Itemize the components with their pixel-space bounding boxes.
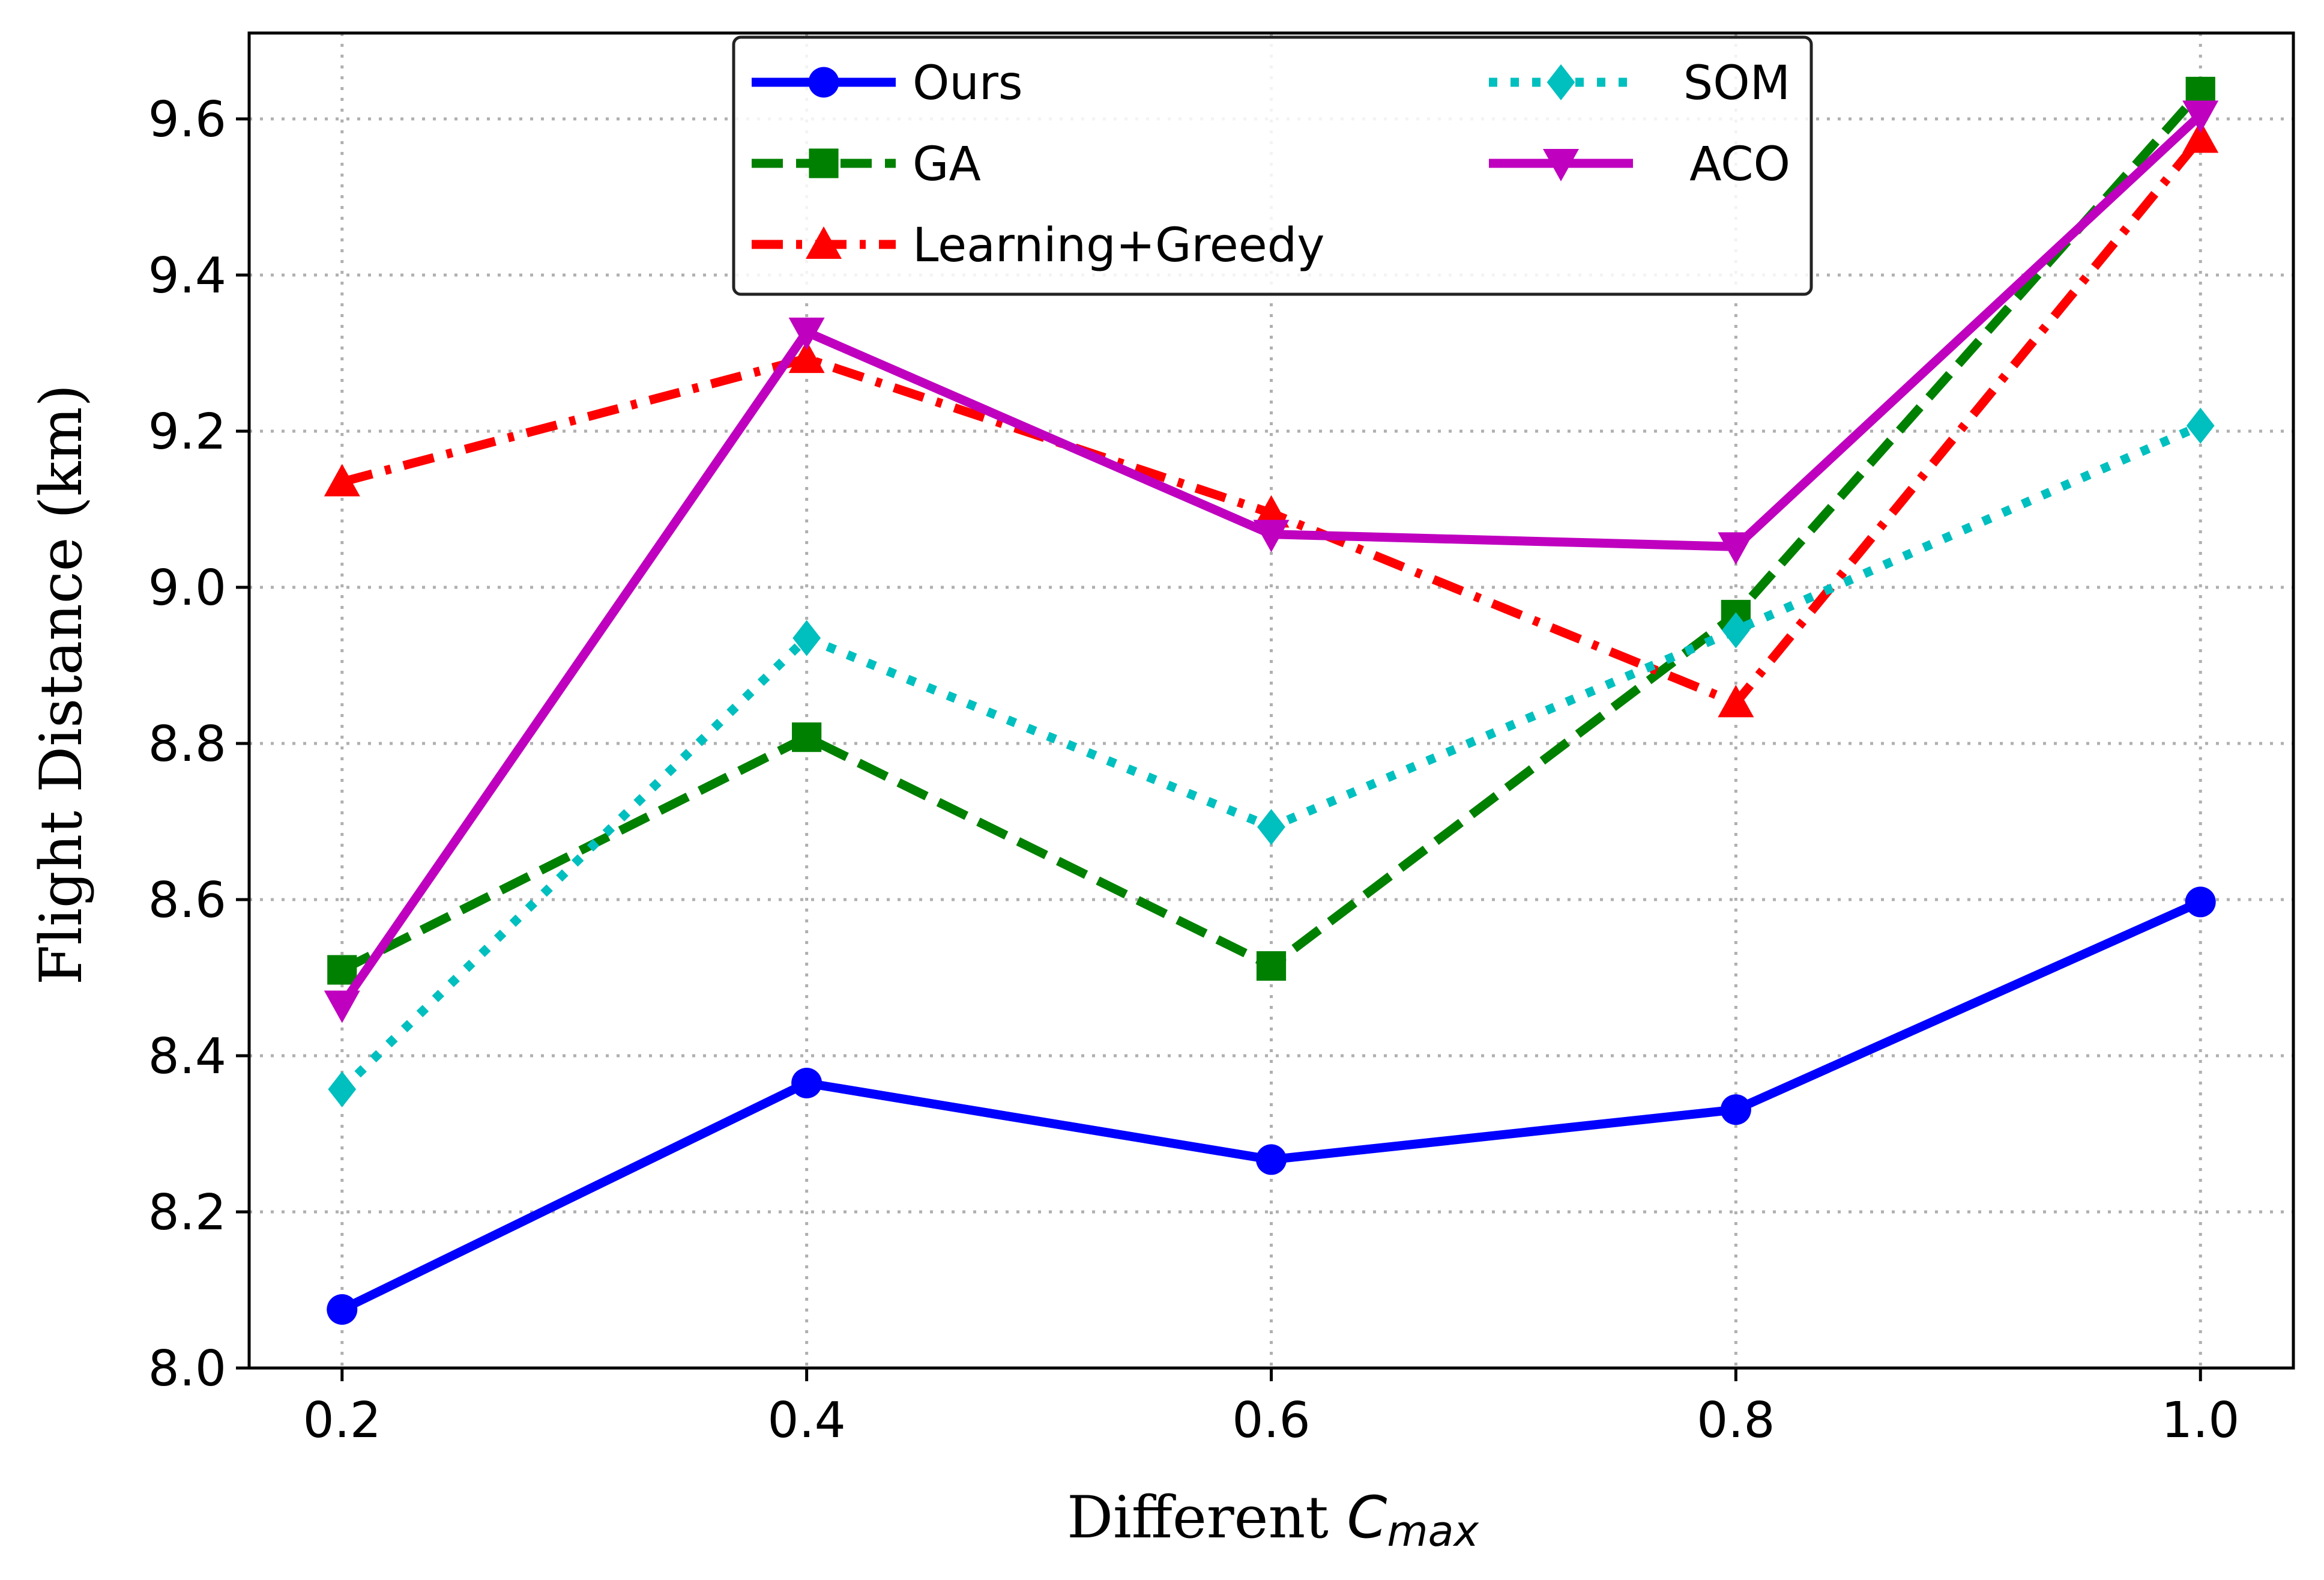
data-point-som [2186,407,2215,444]
series-learning-greedy [324,120,2219,718]
y-tick-label: 8.4 [148,1028,226,1085]
y-tick-label: 9.6 [148,91,226,148]
axes: 0.2 0.4 0.6 0.8 1.0 8.0 8.2 8.4 8.6 8.8 9.0 9.2 9.4 9… [148,31,2295,1449]
data-point-learning-greedy [324,464,360,497]
data-point-som [328,1071,357,1107]
data-point-som [1721,612,1750,649]
legend-marker-som [1547,64,1575,100]
data-point-learning-greedy [2182,120,2219,153]
x-axis-title-symbol: C [1347,1484,1387,1551]
legend-item-ours: Ours [752,56,1023,110]
data-point-ours [791,1068,822,1098]
y-tick-label: 8.2 [148,1184,226,1241]
x-tick-label: 0.6 [1232,1392,1310,1449]
series-aco [324,100,2219,1023]
y-tick-label: 8.6 [148,872,226,929]
data-point-aco [1253,519,1290,552]
data-point-som [792,620,821,656]
legend-item-som: SOM [1489,56,1790,110]
data-point-learning-greedy [1718,685,1754,718]
legend-label-learning-greedy: Learning+Greedy [913,219,1324,273]
data-point-ga [1256,951,1287,981]
legend-marker-aco [1543,149,1579,181]
x-tick-label: 0.8 [1697,1392,1775,1449]
y-axis-title: Flight Distance (km) [28,384,95,985]
legend-marker-ours [808,67,839,98]
data-point-ours [327,1294,358,1325]
data-point-learning-greedy [788,341,825,374]
y-tick-label: 8.8 [148,716,226,773]
legend: Ours GA Learning+Greedy SOM ACO [732,35,1813,296]
y-tick-label: 8.0 [148,1340,226,1397]
data-point-aco [2182,100,2219,133]
x-tick-label: 0.2 [303,1392,381,1449]
legend-label-som: SOM [1683,56,1790,110]
data-point-learning-greedy [1253,495,1290,528]
data-point-aco [1718,532,1754,565]
x-tick-label: 0.4 [767,1392,845,1449]
data-point-ga [327,955,357,985]
x-axis-title-prefix: Different [1067,1484,1347,1551]
legend-item-learning-greedy: Learning+Greedy [752,219,1324,273]
data-point-ours [2185,886,2216,918]
legend-label-ours: Ours [913,56,1023,110]
data-point-ours [1720,1094,1751,1125]
plot-frame [247,31,2295,1370]
y-tick-label: 9.0 [148,560,226,617]
data-point-aco [788,317,825,350]
series-lines [324,76,2219,1325]
x-axis-title-subscript: max [1387,1507,1479,1556]
legend-marker-learning-greedy [806,226,842,259]
y-tick-label: 9.2 [148,404,226,461]
data-point-som [1257,809,1285,846]
data-point-ga [792,722,822,752]
legend-item-ga: GA [752,138,981,192]
legend-label-aco: ACO [1689,138,1790,192]
legend-box [732,35,1813,296]
legend-item-aco: ACO [1489,138,1790,192]
data-point-ours [1256,1144,1287,1175]
legend-marker-ga [809,148,839,178]
data-point-aco [324,990,360,1023]
y-tick-label: 9.4 [148,247,226,304]
x-axis-title: Different Cmax [1067,1484,1479,1556]
legend-label-ga: GA [913,138,981,192]
series-som [328,407,2215,1107]
x-tick-label: 1.0 [2161,1392,2239,1449]
series-ours [327,886,2216,1325]
